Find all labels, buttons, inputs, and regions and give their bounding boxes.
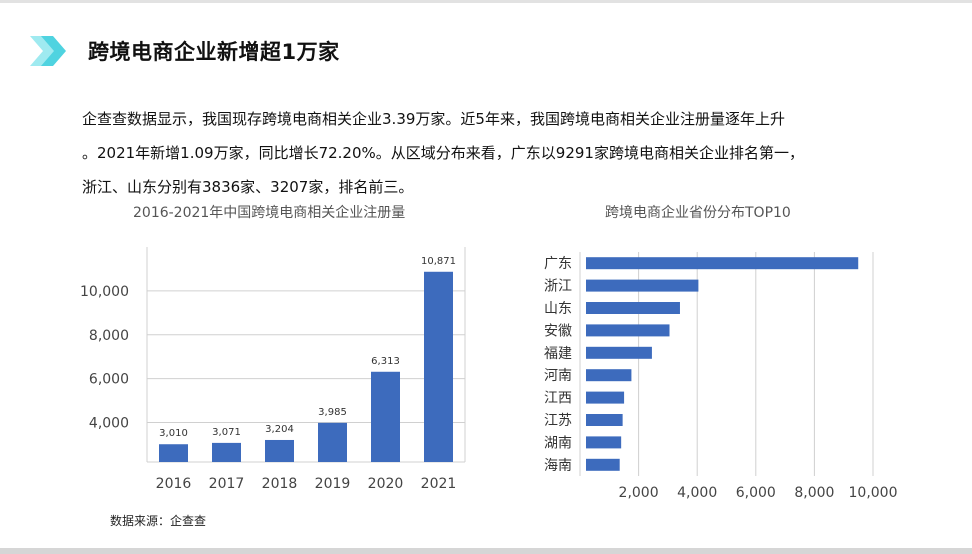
x-tick-label: 8,000 xyxy=(794,485,834,501)
bar xyxy=(586,302,680,314)
summary-line: 。2021年新增1.09万家，同比增长72.20%。从区域分布来看，广东以929… xyxy=(82,144,804,162)
category-label: 江苏 xyxy=(544,413,572,429)
x-tick-label: 2016 xyxy=(156,476,192,492)
x-tick-label: 2020 xyxy=(368,476,404,492)
bar xyxy=(424,271,453,462)
bar xyxy=(371,371,400,462)
bar-value-label: 3,071 xyxy=(212,427,241,438)
x-tick-label: 2019 xyxy=(315,476,351,492)
bar-value-label: 10,871 xyxy=(421,256,456,267)
bar xyxy=(586,257,859,270)
y-tick-label: 10,000 xyxy=(80,284,129,300)
bar-value-label: 6,313 xyxy=(371,356,400,367)
y-tick-label: 6,000 xyxy=(89,372,129,388)
bar xyxy=(586,324,670,337)
bar xyxy=(586,391,625,404)
chevron-right-icon xyxy=(30,36,66,66)
summary-line: 浙江、山东分别有3836家、3207家，排名前三。 xyxy=(82,178,414,196)
category-label: 海南 xyxy=(544,458,572,474)
category-label: 福建 xyxy=(544,346,572,362)
bar xyxy=(586,346,652,359)
category-label: 山东 xyxy=(544,301,572,317)
summary-paragraph: 企查查数据显示，我国现存跨境电商相关企业3.39万家。近5年来，我国跨境电商相关… xyxy=(82,102,902,204)
x-tick-label: 2018 xyxy=(262,476,298,492)
y-tick-label: 8,000 xyxy=(89,328,129,344)
bar xyxy=(212,442,241,462)
x-tick-label: 2,000 xyxy=(619,485,659,501)
bottom-border xyxy=(0,548,972,554)
category-label: 安徽 xyxy=(544,323,572,339)
bar xyxy=(318,422,347,462)
right-chart-title: 跨境电商企业省份分布TOP10 xyxy=(605,205,791,221)
category-label: 湖南 xyxy=(544,435,572,451)
x-tick-label: 2017 xyxy=(209,476,245,492)
top-border xyxy=(0,0,972,3)
bar xyxy=(265,439,294,462)
x-tick-label: 4,000 xyxy=(677,485,717,501)
summary-line: 企查查数据显示，我国现存跨境电商相关企业3.39万家。近5年来，我国跨境电商相关… xyxy=(82,110,785,128)
category-label: 江西 xyxy=(544,391,572,407)
x-tick-label: 6,000 xyxy=(736,485,776,501)
slide-title: 跨境电商企业新增超1万家 xyxy=(88,40,340,64)
bar-value-label: 3,985 xyxy=(318,407,347,418)
bar-value-label: 3,204 xyxy=(265,424,294,435)
bar xyxy=(586,369,632,382)
x-tick-label: 10,000 xyxy=(849,485,898,501)
data-source: 数据来源：企查查 xyxy=(110,514,207,528)
y-tick-label: 4,000 xyxy=(89,416,129,432)
left-chart-title: 2016-2021年中国跨境电商相关企业注册量 xyxy=(133,205,406,221)
bar xyxy=(159,444,188,462)
bar xyxy=(586,414,623,426)
bar-value-label: 3,010 xyxy=(159,428,188,439)
x-tick-label: 2021 xyxy=(421,476,457,492)
bar xyxy=(586,279,699,292)
bar xyxy=(586,458,620,471)
category-label: 浙江 xyxy=(544,279,572,295)
category-label: 广东 xyxy=(544,256,572,272)
bar xyxy=(586,436,622,449)
category-label: 河南 xyxy=(544,368,572,384)
